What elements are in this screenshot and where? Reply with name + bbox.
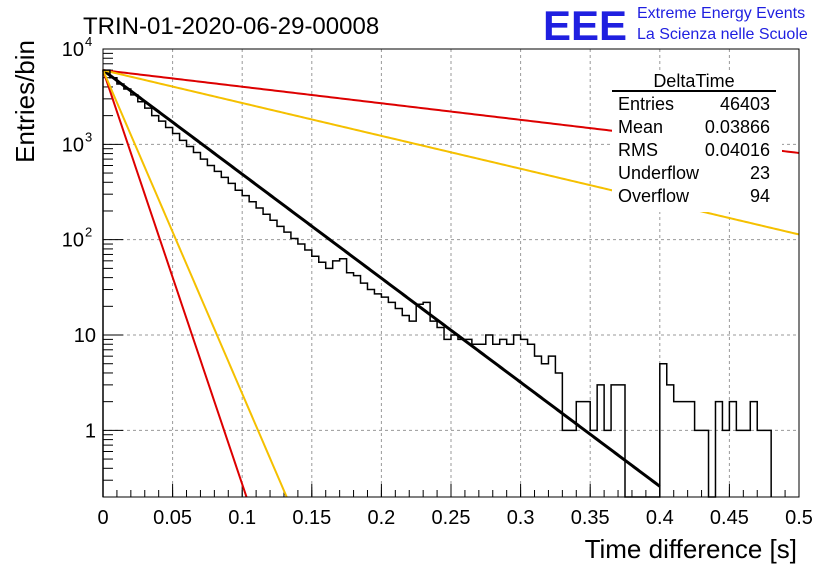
stats-row-label: Entries: [618, 94, 674, 114]
y-tick-label: 10: [62, 134, 84, 156]
stats-row-value: 94: [750, 186, 770, 206]
eee-logo-line1: Extreme Energy Events: [637, 5, 805, 22]
x-tick-label: 0.15: [292, 507, 331, 529]
stats-row-label: Overflow: [618, 186, 690, 206]
x-tick-label: 0.4: [646, 507, 674, 529]
x-tick-label: 0.1: [228, 507, 256, 529]
y-tick-label: 10: [62, 230, 84, 252]
x-tick-label: 0.25: [432, 507, 471, 529]
eee-logo-line2: La Scienza nelle Scuole: [637, 26, 808, 43]
stats-row-value: 23: [750, 163, 770, 183]
y-axis-label: Entries/bin: [10, 40, 40, 163]
y-tick-label: 10: [62, 39, 84, 61]
eee-logo: EEE: [543, 2, 627, 49]
y-axis-ticks: [103, 48, 123, 481]
stats-row-label: RMS: [618, 140, 658, 160]
stats-row-value: 0.03866: [705, 117, 770, 137]
x-tick-label: 0.5: [785, 507, 813, 529]
x-tick-label: 0: [97, 507, 108, 529]
x-tick-label: 0.45: [710, 507, 749, 529]
x-tick-label: 0.05: [153, 507, 192, 529]
stats-box: DeltaTime Entries 46403 Mean 0.03866 RMS 0.04…: [612, 70, 782, 212]
stats-row-label: Mean: [618, 117, 663, 137]
stats-row-value: 0.04016: [705, 140, 770, 160]
stats-box-bg: [612, 70, 782, 212]
x-tick-labels: 0 0.05 0.1 0.15 0.2 0.25 0.3 0.35 0.4 0.45 0.5: [97, 507, 812, 529]
run-title: TRIN-01-2020-06-29-00008: [83, 13, 379, 40]
y-tick-exponent: 3: [85, 129, 92, 144]
x-tick-label: 0.3: [507, 507, 535, 529]
fit-curve: [102, 68, 661, 488]
x-tick-label: 0.2: [367, 507, 395, 529]
y-tick-label: 1: [85, 420, 96, 442]
stats-row-label: Underflow: [618, 163, 700, 183]
stats-row-value: 46403: [720, 94, 770, 114]
x-axis-label: Time difference [s]: [585, 534, 797, 564]
fit-curve: [102, 69, 248, 498]
y-tick-exponent: 4: [85, 34, 92, 49]
stats-box-title: DeltaTime: [653, 71, 734, 91]
y-tick-label: 10: [74, 325, 96, 347]
y-tick-exponent: 2: [85, 225, 92, 240]
fit-curve: [102, 69, 288, 498]
x-tick-label: 0.35: [571, 507, 610, 529]
x-axis-ticks: [102, 484, 800, 497]
plot-frame: [102, 48, 800, 498]
